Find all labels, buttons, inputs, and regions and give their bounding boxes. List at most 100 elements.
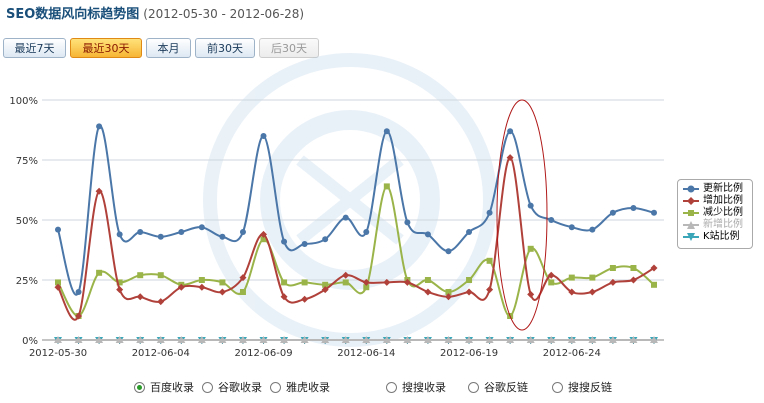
last-7-days-button[interactable]: 最近7天 bbox=[3, 38, 66, 58]
data-point[interactable] bbox=[115, 336, 124, 343]
data-point[interactable] bbox=[527, 202, 534, 209]
data-point[interactable] bbox=[588, 288, 596, 296]
data-point[interactable] bbox=[651, 281, 657, 288]
data-point[interactable] bbox=[54, 283, 62, 291]
data-point[interactable] bbox=[363, 229, 370, 235]
data-point[interactable] bbox=[116, 231, 123, 238]
data-point[interactable] bbox=[629, 276, 637, 284]
data-point[interactable] bbox=[589, 226, 596, 233]
legend-item[interactable]: K站比例 bbox=[678, 231, 752, 243]
data-point[interactable] bbox=[527, 290, 535, 298]
data-point[interactable] bbox=[281, 279, 288, 286]
data-point[interactable] bbox=[362, 336, 371, 343]
data-point[interactable] bbox=[609, 265, 616, 271]
data-point[interactable] bbox=[95, 187, 103, 195]
data-point[interactable] bbox=[465, 288, 473, 296]
data-point[interactable] bbox=[280, 293, 288, 301]
data-point[interactable] bbox=[116, 279, 123, 286]
data-point[interactable] bbox=[322, 236, 329, 243]
data-point[interactable] bbox=[198, 224, 205, 231]
data-point[interactable] bbox=[445, 248, 452, 255]
data-point[interactable] bbox=[321, 336, 330, 343]
data-point[interactable] bbox=[198, 283, 206, 291]
data-point[interactable] bbox=[609, 278, 617, 286]
data-point[interactable] bbox=[445, 289, 452, 295]
data-point[interactable] bbox=[260, 133, 267, 139]
data-point[interactable] bbox=[650, 336, 658, 343]
data-point[interactable] bbox=[608, 336, 617, 343]
data-point[interactable] bbox=[75, 289, 82, 295]
data-point[interactable] bbox=[548, 279, 555, 286]
data-point[interactable] bbox=[423, 336, 432, 343]
legend-item[interactable]: 更新比例 bbox=[678, 183, 752, 195]
data-point[interactable] bbox=[321, 286, 329, 294]
data-point[interactable] bbox=[136, 293, 144, 301]
prev-30-days-button[interactable]: 前30天 bbox=[195, 38, 255, 58]
data-point[interactable] bbox=[322, 281, 329, 288]
data-point[interactable] bbox=[54, 336, 62, 343]
data-point[interactable] bbox=[650, 264, 658, 272]
data-point[interactable] bbox=[281, 238, 288, 245]
data-point[interactable] bbox=[218, 336, 227, 343]
data-point[interactable] bbox=[548, 217, 555, 223]
data-point[interactable] bbox=[341, 336, 350, 343]
data-point[interactable] bbox=[238, 336, 247, 343]
data-point[interactable] bbox=[342, 279, 349, 286]
data-point[interactable] bbox=[239, 289, 246, 295]
data-point[interactable] bbox=[74, 336, 83, 343]
data-point[interactable] bbox=[486, 257, 493, 264]
data-point[interactable] bbox=[280, 336, 289, 343]
data-point[interactable] bbox=[547, 336, 556, 343]
data-point[interactable] bbox=[95, 336, 104, 343]
data-point[interactable] bbox=[382, 336, 391, 343]
data-point[interactable] bbox=[609, 209, 616, 216]
legend-item[interactable]: 新增比例 bbox=[678, 219, 752, 231]
data-point[interactable] bbox=[219, 233, 226, 240]
data-point[interactable] bbox=[177, 283, 185, 291]
data-point[interactable] bbox=[136, 336, 145, 343]
data-point[interactable] bbox=[486, 286, 494, 294]
data-point[interactable] bbox=[444, 336, 453, 343]
data-point[interactable] bbox=[363, 284, 370, 291]
data-point[interactable] bbox=[526, 336, 535, 343]
data-point[interactable] bbox=[568, 274, 575, 281]
legend-item[interactable]: 增加比例 bbox=[678, 195, 752, 207]
data-point[interactable] bbox=[567, 336, 576, 343]
data-point[interactable] bbox=[300, 336, 309, 343]
data-point[interactable] bbox=[156, 336, 165, 343]
data-point[interactable] bbox=[157, 298, 165, 306]
data-point[interactable] bbox=[589, 274, 596, 281]
data-point[interactable] bbox=[137, 272, 144, 279]
data-point[interactable] bbox=[55, 226, 61, 233]
data-point[interactable] bbox=[260, 230, 268, 238]
data-point[interactable] bbox=[506, 336, 515, 343]
data-point[interactable] bbox=[342, 214, 349, 221]
data-point[interactable] bbox=[568, 288, 576, 296]
data-point[interactable] bbox=[424, 288, 432, 296]
data-point[interactable] bbox=[630, 265, 637, 271]
data-point[interactable] bbox=[383, 128, 390, 135]
data-point[interactable] bbox=[219, 279, 226, 286]
data-point[interactable] bbox=[342, 271, 350, 279]
data-point[interactable] bbox=[157, 233, 164, 240]
data-point[interactable] bbox=[506, 154, 514, 162]
data-point[interactable] bbox=[465, 336, 474, 343]
data-point[interactable] bbox=[198, 277, 205, 283]
data-point[interactable] bbox=[651, 209, 657, 216]
data-point[interactable] bbox=[259, 336, 268, 343]
data-point[interactable] bbox=[137, 229, 144, 235]
data-point[interactable] bbox=[383, 183, 390, 190]
data-point[interactable] bbox=[301, 241, 308, 247]
data-point[interactable] bbox=[424, 231, 431, 238]
data-point[interactable] bbox=[403, 336, 412, 343]
data-point[interactable] bbox=[75, 312, 83, 320]
data-point[interactable] bbox=[507, 128, 514, 135]
data-point[interactable] bbox=[424, 277, 431, 283]
data-point[interactable] bbox=[239, 274, 247, 282]
data-point[interactable] bbox=[547, 271, 555, 279]
data-point[interactable] bbox=[444, 293, 452, 301]
this-month-button[interactable]: 本月 bbox=[146, 38, 191, 58]
data-point[interactable] bbox=[362, 278, 370, 286]
data-point[interactable] bbox=[301, 279, 308, 286]
data-point[interactable] bbox=[218, 288, 226, 296]
